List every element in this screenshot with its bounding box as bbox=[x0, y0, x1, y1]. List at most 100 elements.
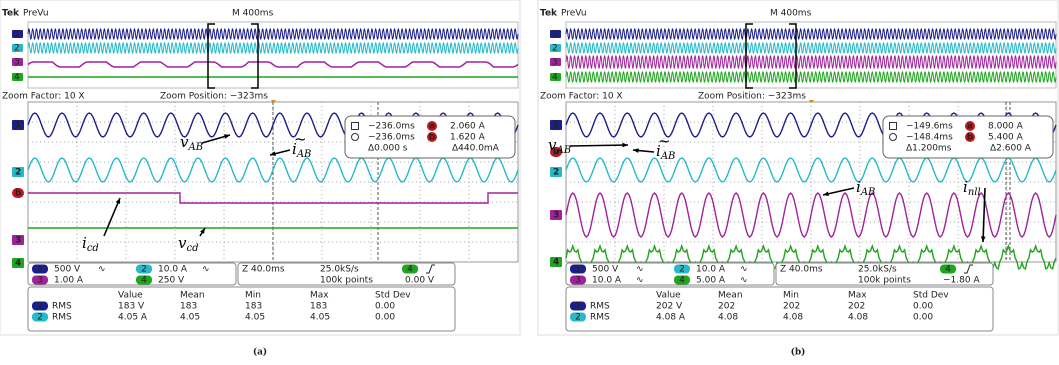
annotation-subscript: nll bbox=[968, 187, 981, 198]
oscilloscope-panel: TekPreVuM 400ms1234Zoom Factor: 10 XZoom… bbox=[538, 0, 1058, 358]
measurement-cell: 4.08 A bbox=[656, 313, 686, 323]
channel-number: 4 bbox=[679, 276, 685, 286]
channel-number: 1 bbox=[575, 265, 581, 275]
annotation-accent: ~ bbox=[658, 132, 671, 150]
overview-trace bbox=[566, 56, 1056, 68]
measurement-cell: 0.00 bbox=[913, 302, 933, 312]
cursor-delta: Δ440.0mA bbox=[452, 144, 500, 154]
mode: PreVu bbox=[561, 9, 587, 19]
brand: Tek bbox=[2, 9, 20, 19]
cursor-value: 2.060 A bbox=[450, 122, 486, 132]
caption: (b) bbox=[791, 347, 806, 358]
overview-channel: 2 bbox=[14, 44, 20, 54]
measurement-cell: 4.08 bbox=[848, 313, 868, 323]
annotation-subscript: AB bbox=[860, 187, 876, 198]
overview-trace bbox=[566, 29, 1056, 39]
measurement-header: Max bbox=[848, 291, 867, 301]
overview-channel: 3 bbox=[552, 58, 558, 68]
cursor-delta: Δ0.000 s bbox=[368, 144, 408, 154]
measurement-channel: 1 bbox=[575, 302, 581, 312]
cursor-tag: a bbox=[967, 122, 973, 132]
caption: (a) bbox=[253, 347, 267, 358]
measurement-header: Std Dev bbox=[375, 291, 411, 301]
cursor-value: 8.000 A bbox=[988, 122, 1024, 132]
timebase: M 400ms bbox=[232, 9, 274, 19]
cursor-time: −148.4ms bbox=[906, 133, 953, 143]
channel-marker-label: 2 bbox=[553, 168, 559, 178]
trigger-level: 0.00 V bbox=[405, 276, 435, 286]
measurement-header: Mean bbox=[180, 291, 205, 301]
annotation-subscript: AB bbox=[296, 149, 312, 160]
channel-marker-label: 3 bbox=[15, 236, 21, 246]
annotation-subscript: cd bbox=[87, 243, 99, 254]
overview-channel: 2 bbox=[552, 44, 558, 54]
annotation-accent: ~ bbox=[294, 130, 307, 148]
annotation-subscript: cd bbox=[186, 243, 198, 254]
zoom-position: Zoom Position: −323ms bbox=[160, 92, 268, 102]
overview-channel: 3 bbox=[14, 58, 20, 68]
measurement-cell: 183 bbox=[310, 302, 327, 312]
measurement-cell: 4.08 bbox=[718, 313, 738, 323]
cursor-delta: Δ2.600 A bbox=[990, 144, 1032, 154]
measurement-cell: 202 bbox=[783, 302, 800, 312]
channel-marker-label: 4 bbox=[553, 258, 559, 268]
cursor-time: −236.0ms bbox=[368, 133, 415, 143]
annotation-arrow bbox=[570, 145, 628, 146]
channel-marker-label: 3 bbox=[553, 211, 559, 221]
channel-scale: 10.0 A bbox=[158, 265, 188, 275]
measurement-cell: 183 bbox=[180, 302, 197, 312]
trigger-level: −1.80 A bbox=[943, 276, 980, 286]
overview-channel: 4 bbox=[552, 73, 558, 83]
zoom-scale: Z 40.0ms bbox=[242, 265, 285, 275]
channel-scale: 500 V bbox=[54, 265, 81, 275]
trigger-source: 4 bbox=[945, 265, 951, 275]
measurement-cell: 4.05 bbox=[180, 313, 200, 323]
cursor-delta: Δ1.200ms bbox=[906, 144, 952, 154]
measurement-header: Max bbox=[310, 291, 329, 301]
channel-number: 2 bbox=[141, 265, 147, 275]
overview-trace bbox=[28, 43, 518, 53]
measurement-cell: 183 V bbox=[118, 302, 145, 312]
sample-rate: 25.0kS/s bbox=[858, 265, 897, 275]
measurement-cell: 0.00 bbox=[913, 313, 933, 323]
measurement-cell: 202 V bbox=[656, 302, 683, 312]
measurement-channel: 1 bbox=[37, 302, 43, 312]
mode: PreVu bbox=[23, 9, 49, 19]
cursor-tag: a bbox=[429, 122, 435, 132]
overview-channel: 4 bbox=[14, 73, 20, 83]
channel-scale: 5.00 A bbox=[696, 276, 726, 286]
zoom-position: Zoom Position: −323ms bbox=[698, 92, 806, 102]
overview-channel: 1 bbox=[552, 30, 558, 40]
channel-marker-label: 1 bbox=[553, 121, 559, 131]
channel-marker-label: 4 bbox=[15, 259, 21, 269]
measurement-type: RMS bbox=[590, 313, 610, 323]
channel-coupling: ∿ bbox=[636, 276, 644, 286]
zoom-factor: Zoom Factor: 10 X bbox=[2, 92, 85, 102]
annotation-subscript: AB bbox=[187, 142, 203, 153]
annotation-subscript: AB bbox=[660, 151, 676, 162]
cursor-time: −149.6ms bbox=[906, 122, 953, 132]
cursor-time: −236.0ms bbox=[368, 122, 415, 132]
measurement-header: Value bbox=[118, 291, 143, 301]
channel-coupling: ∿ bbox=[740, 265, 748, 275]
measurement-cell: 202 bbox=[848, 302, 865, 312]
channel-scale: 10.0 A bbox=[592, 276, 622, 286]
measurement-cell: 0.00 bbox=[375, 313, 395, 323]
channel-coupling: ∿ bbox=[740, 276, 748, 286]
channel-scale: 250 V bbox=[158, 276, 185, 286]
channel-number: 1 bbox=[37, 265, 43, 275]
annotation-subscript: AB bbox=[555, 145, 571, 156]
channel-coupling: ∿ bbox=[202, 265, 210, 275]
channel-coupling: ∿ bbox=[636, 265, 644, 275]
channel-marker-label: 1 bbox=[15, 121, 21, 131]
measurement-channel: 2 bbox=[37, 313, 43, 323]
measurement-cell: 4.05 bbox=[245, 313, 265, 323]
overview-trace bbox=[566, 43, 1056, 53]
channel-scale: 10.0 A bbox=[696, 265, 726, 275]
overview-channel: 1 bbox=[14, 30, 20, 40]
measurement-cell: 202 bbox=[718, 302, 735, 312]
measurement-cell: 4.05 A bbox=[118, 313, 148, 323]
measurement-cell: 4.05 bbox=[310, 313, 330, 323]
trigger-source: 4 bbox=[407, 265, 413, 275]
overview-trace bbox=[28, 29, 518, 39]
